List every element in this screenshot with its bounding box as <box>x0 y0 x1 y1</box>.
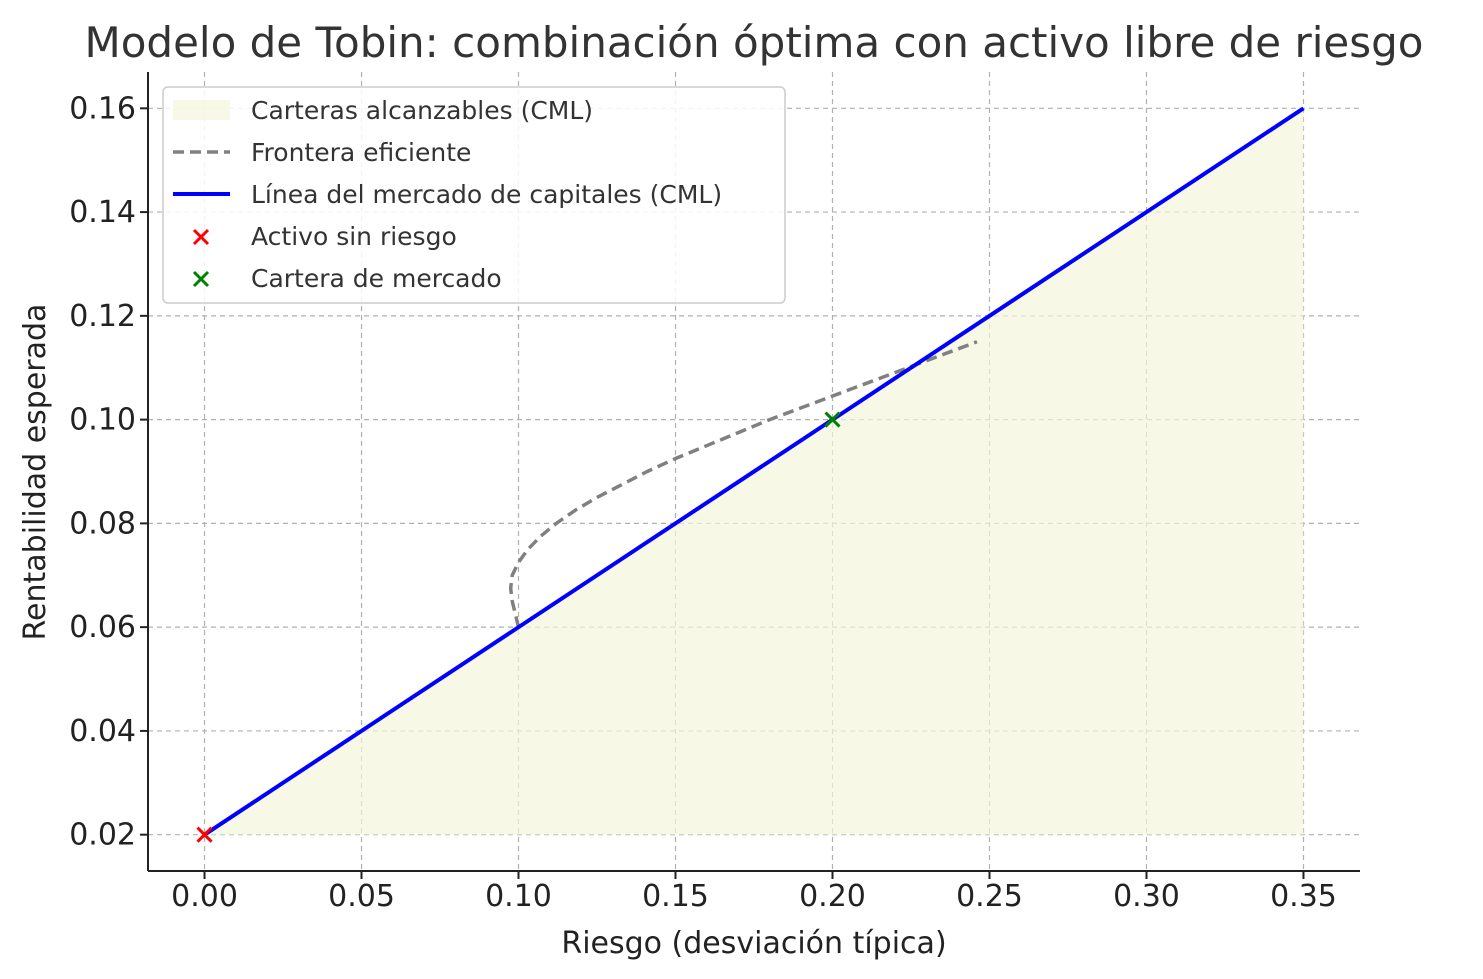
legend-swatch <box>192 228 210 246</box>
x-axis-label: Riesgo (desviación típica) <box>561 926 946 961</box>
x-tick-label: 0.25 <box>956 879 1023 914</box>
y-tick-label: 0.02 <box>69 818 136 853</box>
legend-label: Línea del mercado de capitales (CML) <box>251 180 722 209</box>
legend-item-efficient-frontier: Frontera eficiente <box>173 138 471 167</box>
legend-box <box>162 86 786 304</box>
y-tick-label: 0.14 <box>69 195 136 230</box>
legend: Carteras alcanzables (CML) Frontera efici… <box>162 86 786 304</box>
y-tick-label: 0.04 <box>69 714 136 749</box>
marker-layer <box>196 411 841 843</box>
legend-item-cml: Línea del mercado de capitales (CML) <box>173 180 722 209</box>
legend-label: Cartera de mercado <box>251 264 502 293</box>
legend-item-market-portfolio: Cartera de mercado <box>192 264 502 293</box>
y-tick-label: 0.12 <box>69 299 136 334</box>
legend-item-risk-free-asset: Activo sin riesgo <box>192 222 457 251</box>
legend-item-reachable-portfolios: Carteras alcanzables (CML) <box>173 96 593 125</box>
legend-swatch <box>192 270 210 288</box>
x-tick-label: 0.10 <box>485 879 552 914</box>
legend-label: Carteras alcanzables (CML) <box>251 96 593 125</box>
y-tick-label: 0.16 <box>69 91 136 126</box>
legend-label: Frontera eficiente <box>251 138 471 167</box>
y-tick-label: 0.10 <box>69 403 136 438</box>
legend-swatch <box>173 100 230 120</box>
x-tick-label: 0.15 <box>642 879 709 914</box>
x-tick-label: 0.20 <box>799 879 866 914</box>
legend-label: Activo sin riesgo <box>251 222 457 251</box>
point-market-portfolio <box>824 411 841 428</box>
x-tick-label: 0.00 <box>171 879 238 914</box>
y-tick-label: 0.06 <box>69 610 136 645</box>
series-line-cml <box>203 106 1305 837</box>
x-tick-label: 0.30 <box>1113 879 1180 914</box>
chart-title: Modelo de Tobin: combinación óptima con … <box>85 18 1424 67</box>
y-ticks: 0.02 0.04 0.06 0.08 0.10 0.12 0.14 0.16 <box>69 91 148 853</box>
series-line-efficient-frontier <box>508 340 978 628</box>
x-ticks: 0.00 0.05 0.10 0.15 0.20 0.25 0.30 0.35 <box>171 871 1337 914</box>
line-layer <box>203 106 1305 837</box>
point-risk-free-asset <box>196 826 213 843</box>
x-tick-label: 0.35 <box>1270 879 1337 914</box>
y-tick-label: 0.08 <box>69 506 136 541</box>
y-axis-label: Rentabilidad esperada <box>18 304 53 641</box>
x-tick-label: 0.05 <box>328 879 395 914</box>
